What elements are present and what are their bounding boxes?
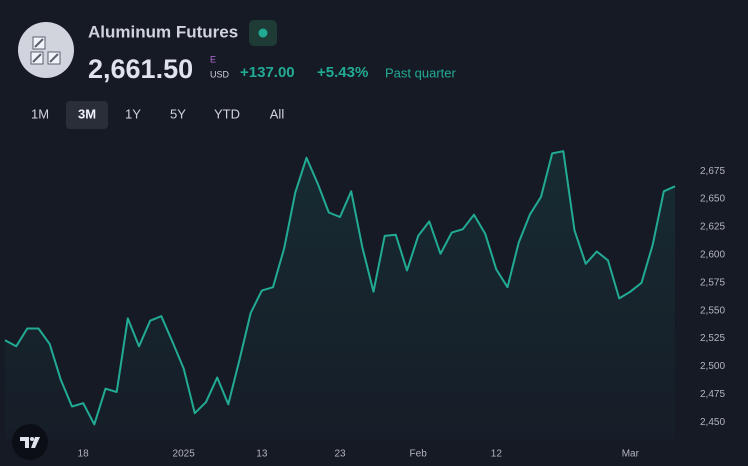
price-change-percent: +5.43% (317, 64, 368, 81)
range-button[interactable]: All (270, 106, 285, 121)
y-tick-label: 2,575 (700, 277, 725, 288)
x-tick-label: Mar (622, 449, 640, 460)
range-button-active[interactable] (66, 101, 108, 129)
change-period: Past quarter (385, 65, 456, 80)
x-tick-label: 18 (78, 449, 90, 460)
market-status (249, 20, 277, 46)
area (5, 151, 675, 440)
range-button[interactable]: YTD (214, 106, 240, 121)
y-tick-label: 2,675 (700, 166, 725, 177)
price-change: +137.00 (240, 64, 295, 81)
x-tick-label: 12 (491, 449, 503, 460)
plot: 2,450 2,475 2,500 2,525 2,550 2,575 2,600 2,625… (4, 150, 725, 460)
y-tick-label: 2,650 (700, 194, 725, 205)
x-tick-label: 2025 (173, 449, 196, 460)
symbol-title: Aluminum Futures (88, 22, 238, 41)
range-button[interactable]: 1M (31, 106, 49, 121)
currency: USD (210, 69, 230, 79)
y-tick-label: 2,525 (700, 333, 725, 344)
exchange-badge: E (210, 54, 216, 64)
range-button[interactable]: 3M (78, 106, 96, 121)
y-tick-label: 2,450 (700, 417, 725, 428)
range-buttons: 1M 3M 1Y 5Y YTD All (31, 101, 284, 129)
range-button[interactable]: 5Y (170, 106, 186, 121)
symbol-icon (18, 22, 74, 78)
price-line (4, 150, 676, 426)
y-tick-label: 2,475 (700, 389, 725, 400)
x-tick-label: 13 (256, 449, 268, 460)
x-tick-label: 23 (334, 449, 346, 460)
logo (12, 424, 48, 460)
price: 2,661.50 (88, 54, 193, 84)
y-tick-label: 2,600 (700, 250, 725, 261)
y-tick-label: 2,625 (700, 222, 725, 233)
y-tick-label: 2,550 (700, 305, 725, 316)
x-tick-label: Feb (410, 449, 428, 460)
range-button[interactable]: 1Y (125, 106, 141, 121)
y-tick-label: 2,500 (700, 361, 725, 372)
